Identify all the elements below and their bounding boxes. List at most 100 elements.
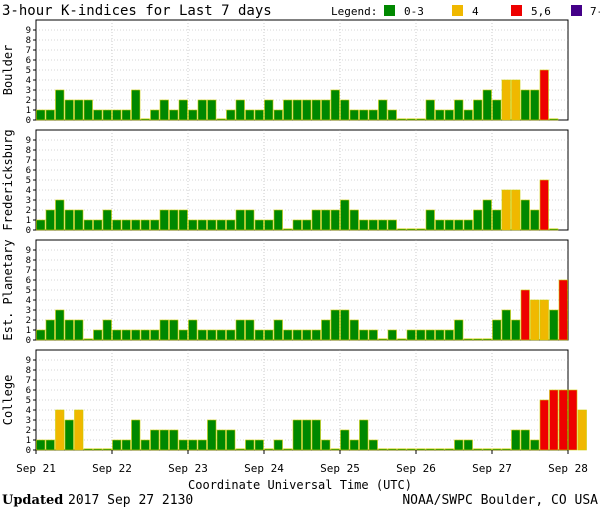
bar [387,448,397,451]
bar [102,448,112,451]
bar [558,279,568,341]
legend-swatch-1 [452,5,463,16]
bar [577,409,587,451]
bar [292,419,302,451]
bar [387,219,397,231]
bar [397,448,407,451]
bar [207,419,217,451]
bar [197,99,207,121]
bar [207,99,217,121]
bar [492,448,502,451]
footer-source: NOAA/SWPC Boulder, CO USA [402,493,598,508]
bar [311,209,321,231]
legend-entry-2: 5,6 [531,5,551,18]
bar [359,219,369,231]
bar [102,109,112,121]
bar [520,289,530,341]
legend-entry-3: 7-9 [590,5,600,18]
bar [511,189,521,231]
y-tick-label: 0 [26,336,31,346]
bar [473,209,483,231]
y-tick-label: 7 [26,266,31,276]
bar [406,329,416,341]
bar [482,89,492,121]
panel-frame [35,349,569,451]
bar [539,299,549,341]
bar [482,448,492,451]
bar [321,209,331,231]
bar [492,209,502,231]
legend-entry-1: 4 [472,5,479,18]
bar [511,429,521,451]
bar [359,109,369,121]
bar [387,329,397,341]
bar [292,219,302,231]
bar [131,219,141,231]
bar [330,89,340,121]
y-tick-label: 7 [26,46,31,56]
bar [64,319,74,341]
bar [444,448,454,451]
y-tick-label: 3 [26,306,31,316]
x-tick-label: Sep 27 [472,462,512,475]
bar [36,439,46,451]
bar [463,219,473,231]
x-tick-label: Sep 21 [16,462,56,475]
bar [416,228,426,231]
y-tick-label: 8 [26,256,31,266]
bar [330,209,340,231]
bar [501,79,511,121]
bar [311,99,321,121]
bar [159,209,169,231]
y-tick-label: 9 [26,26,31,36]
bar [226,219,236,231]
bar [112,329,122,341]
bar [245,109,255,121]
y-tick-label: 5 [26,286,31,296]
bar [406,118,416,121]
bar [501,309,511,341]
bar [463,439,473,451]
bar [64,99,74,121]
bar [197,439,207,451]
bar [397,228,407,231]
bar [349,319,359,341]
bar [311,419,321,451]
bar [159,99,169,121]
bar [121,219,131,231]
panel-label-0: Boulder [1,45,15,96]
bar [321,99,331,121]
bar [302,419,312,451]
bar [435,219,445,231]
bar [45,209,55,231]
bar [169,429,179,451]
bar [83,99,93,121]
bar [340,429,350,451]
bar [216,118,226,121]
bar [378,448,388,451]
bar [55,309,65,341]
y-tick-label: 8 [26,36,31,46]
bar [340,199,350,231]
bar [45,439,55,451]
bar [349,109,359,121]
bar [131,419,141,451]
bar [83,338,93,341]
bar [397,118,407,121]
bar [36,219,46,231]
bar [150,329,160,341]
bar [207,219,217,231]
y-tick-label: 4 [26,406,31,416]
bar [102,209,112,231]
y-tick-label: 0 [26,446,31,456]
bar [378,219,388,231]
bar [511,319,521,341]
bar [463,338,473,341]
y-tick-label: 1 [26,436,31,446]
bar [55,409,65,451]
bar [321,319,331,341]
bar [112,439,122,451]
y-tick-label: 4 [26,186,31,196]
